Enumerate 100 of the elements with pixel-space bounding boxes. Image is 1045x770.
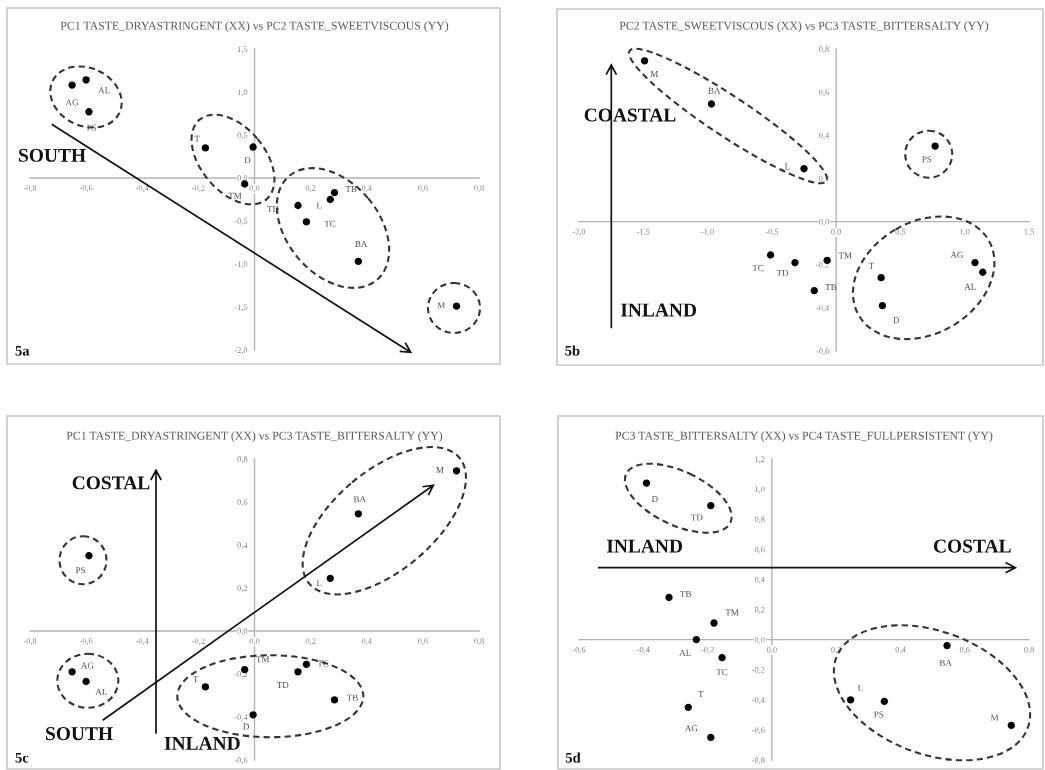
point xyxy=(85,552,93,560)
point xyxy=(710,619,718,627)
point xyxy=(452,467,461,475)
point xyxy=(249,711,257,719)
annotation: TC xyxy=(317,660,329,667)
point xyxy=(201,144,210,152)
x-tick-label: 0,6 xyxy=(417,185,428,193)
x-tick-label: -2,0 xyxy=(572,228,586,236)
point xyxy=(642,479,651,487)
point xyxy=(640,57,649,65)
y-tick-label: -0,4 xyxy=(234,714,248,722)
annotation: TM xyxy=(725,609,739,616)
x-tick-label: 0,6 xyxy=(959,646,970,654)
annotation: AG xyxy=(65,99,79,106)
x-tick-label: -1,5 xyxy=(637,228,650,236)
x-tick-label: -0,6 xyxy=(79,185,93,193)
annotation: BA xyxy=(708,87,721,94)
annotation: L xyxy=(316,202,322,209)
point xyxy=(707,733,715,742)
x-tick-label: 0,8 xyxy=(1024,646,1034,654)
text: 5a xyxy=(15,345,30,356)
annotation: M xyxy=(990,714,999,721)
x-tick-label: 0,0 xyxy=(766,646,777,654)
annotation: SOUTH xyxy=(19,148,86,162)
point xyxy=(68,81,76,89)
annotation: TM xyxy=(256,656,270,663)
point xyxy=(791,258,799,267)
point xyxy=(878,302,887,310)
annotation: 5d xyxy=(565,752,581,763)
point xyxy=(330,188,339,197)
x-tick-label: -0,6 xyxy=(79,638,93,646)
x-tick-label: -0,4 xyxy=(135,638,149,646)
annotation: TM xyxy=(228,192,242,199)
x-tick-label: -0,2 xyxy=(701,646,714,654)
annotation: TC xyxy=(752,265,764,272)
point xyxy=(294,201,302,210)
point xyxy=(354,257,363,266)
y-tick-label: -0,6 xyxy=(234,757,248,765)
text: 5c xyxy=(15,752,29,763)
y-tick-label: 0,2 xyxy=(819,175,829,183)
point xyxy=(877,273,885,282)
annotation: TC xyxy=(716,669,728,676)
annotation: AL xyxy=(95,688,107,695)
y-tick-label: 0,2 xyxy=(237,585,248,593)
annotation: M xyxy=(437,302,446,309)
x-tick-label: 0,4 xyxy=(895,646,906,654)
annotation: L xyxy=(784,163,790,170)
x-tick-label: 0,6 xyxy=(417,638,428,646)
annotation: TD xyxy=(267,205,279,212)
x-tick-label: -0,8 xyxy=(23,185,37,193)
point xyxy=(82,76,90,84)
chart-title: PC1 TASTE_DRYASTRINGENT (XX) vs PC2 TASTE_SWEETVISCOUS (YY) xyxy=(60,21,449,33)
point xyxy=(68,668,76,676)
x-tick-label: -0,5 xyxy=(765,228,779,236)
y-tick-label: 1,0 xyxy=(237,89,248,97)
y-tick-label: -2,0 xyxy=(234,347,248,355)
point xyxy=(931,142,939,150)
y-tick-label: 0,8 xyxy=(819,46,829,54)
point xyxy=(810,286,818,295)
point xyxy=(302,218,311,226)
annotation: TB xyxy=(345,186,357,193)
point xyxy=(943,641,951,650)
annotation: AG xyxy=(80,662,94,669)
annotation: PS xyxy=(874,711,884,718)
point xyxy=(846,696,855,704)
point xyxy=(354,510,363,518)
point xyxy=(302,660,311,668)
y-tick-label: 0,0 xyxy=(819,218,829,226)
annotation: TB xyxy=(346,694,358,701)
point xyxy=(692,635,700,644)
annotation: AL xyxy=(964,283,976,290)
y-tick-label: 0,0 xyxy=(237,175,248,183)
y-tick-label: 0,5 xyxy=(237,132,248,140)
annotation: TC xyxy=(324,220,336,227)
annotation: INLAND xyxy=(606,539,683,553)
annotation: BA xyxy=(355,240,368,247)
point xyxy=(971,258,979,267)
point xyxy=(979,268,987,276)
annotation: D xyxy=(893,317,900,324)
y-tick-label: -0,6 xyxy=(816,348,829,356)
point xyxy=(326,574,334,582)
point xyxy=(326,195,334,204)
chart-title: PC3 TASTE_BITTERSALTY (XX) vs PC4 TASTE_FULLPERSISTENT (YY) xyxy=(615,431,993,443)
annotation: D xyxy=(244,157,251,164)
y-tick-label: 0,6 xyxy=(819,89,829,97)
y-tick-label: 0,6 xyxy=(237,499,248,507)
annotation: INLAND xyxy=(620,303,697,317)
point xyxy=(684,703,692,711)
x-tick-label: 0,2 xyxy=(305,185,316,193)
annotation: AL xyxy=(679,649,691,656)
x-tick-label: -0,6 xyxy=(572,646,586,654)
annotation: 5b xyxy=(565,345,580,356)
y-tick-label: -0,8 xyxy=(752,757,765,765)
point xyxy=(800,165,808,173)
x-tick-label: -0,4 xyxy=(637,646,650,654)
y-tick-label: 0,8 xyxy=(754,516,765,524)
annotation: TB xyxy=(825,284,837,291)
y-tick-label: 0,2 xyxy=(754,606,765,614)
x-tick-label: -0,2 xyxy=(192,185,205,193)
point xyxy=(880,697,889,705)
